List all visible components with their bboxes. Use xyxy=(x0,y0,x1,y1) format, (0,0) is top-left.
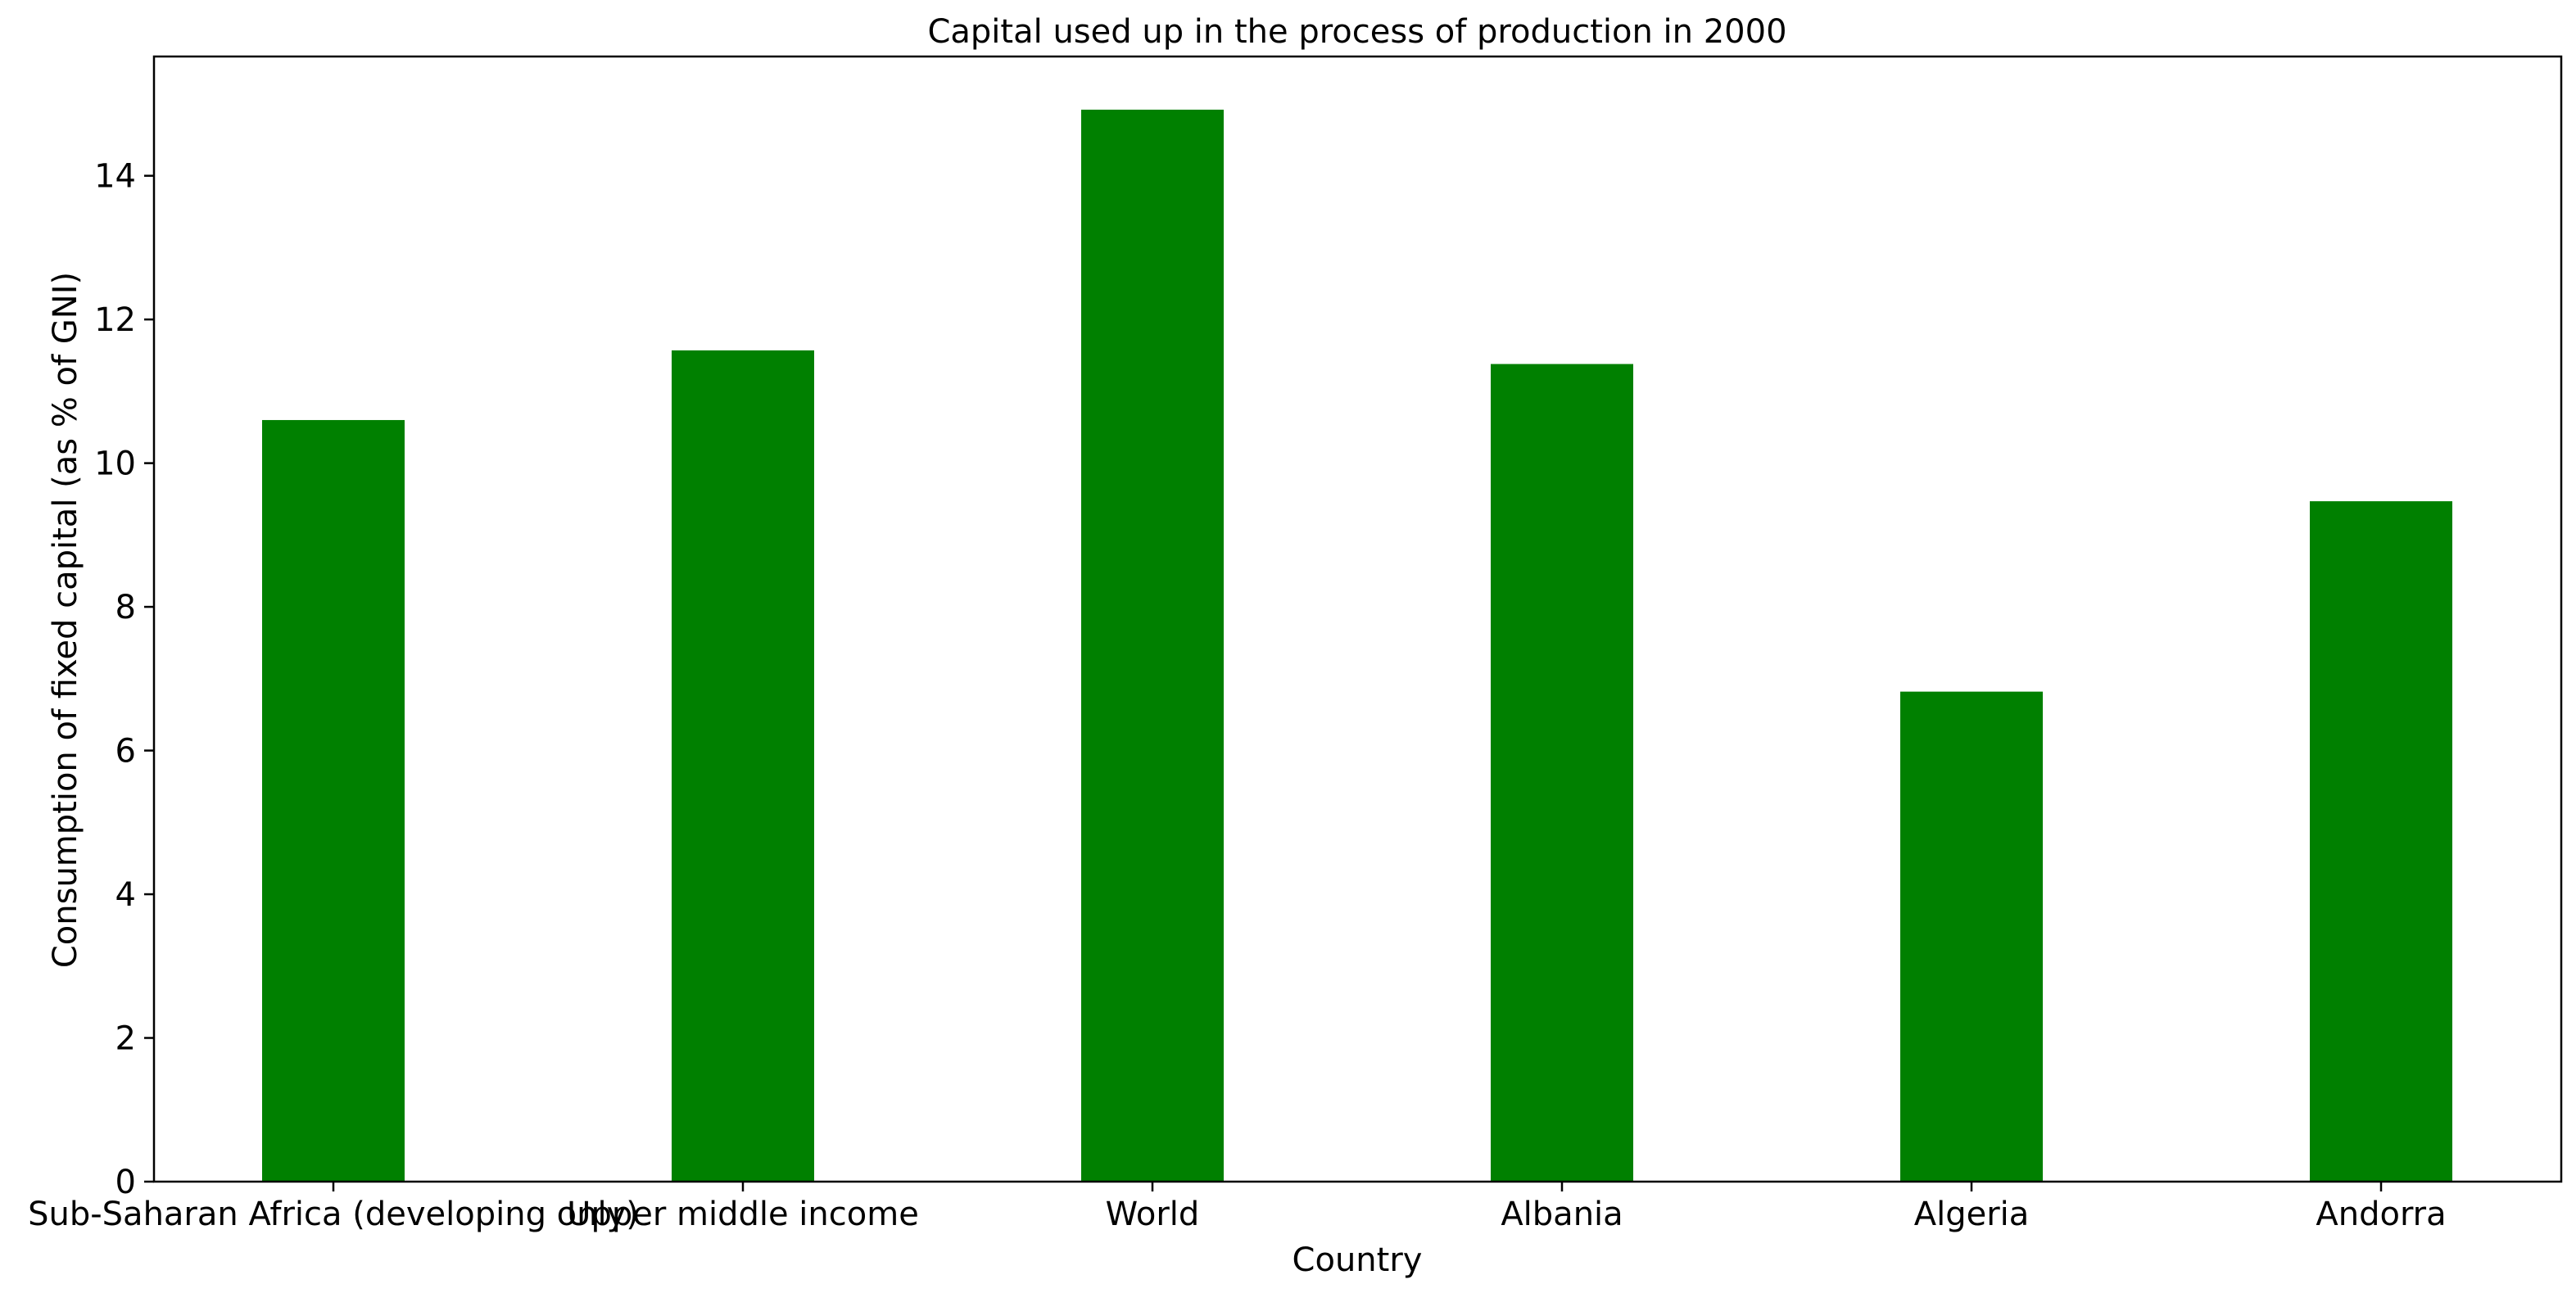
y-tick-label-2: 4 xyxy=(115,876,136,914)
bar-5 xyxy=(2310,501,2452,1182)
x-tick-label-0: Sub-Saharan Africa (developing only) xyxy=(28,1196,639,1233)
y-tick-label-5: 10 xyxy=(94,445,136,483)
y-tick-label-6: 12 xyxy=(94,301,136,339)
y-tick-label-0: 0 xyxy=(115,1164,136,1201)
y-tick-label-3: 6 xyxy=(115,733,136,771)
bar-1 xyxy=(672,350,814,1182)
bar-4 xyxy=(1900,691,2043,1182)
y-axis-label: Consumption of fixed capital (as % of GN… xyxy=(47,272,84,968)
bar-2 xyxy=(1081,109,1224,1182)
bars-group xyxy=(262,109,2452,1182)
y-tick-label-4: 8 xyxy=(115,589,136,626)
y-axis-ticks: 0 2 4 6 8 10 12 14 xyxy=(94,158,154,1201)
y-tick-label-7: 14 xyxy=(94,158,136,196)
y-tick-label-1: 2 xyxy=(115,1020,136,1058)
x-axis-ticks: Sub-Saharan Africa (developing only)Uppe… xyxy=(28,1182,2447,1233)
x-tick-label-2: World xyxy=(1106,1196,1200,1233)
bar-3 xyxy=(1491,364,1633,1182)
chart-title: Capital used up in the process of produc… xyxy=(927,13,1786,51)
x-tick-label-1: Upper middle income xyxy=(567,1196,919,1233)
bar-0 xyxy=(262,419,405,1182)
x-axis-label: Country xyxy=(1293,1241,1423,1279)
x-tick-label-5: Andorra xyxy=(2316,1196,2446,1233)
plot-area-frame xyxy=(152,55,2563,1183)
x-tick-label-3: Albania xyxy=(1501,1196,1623,1233)
x-tick-label-4: Algeria xyxy=(1914,1196,2030,1233)
